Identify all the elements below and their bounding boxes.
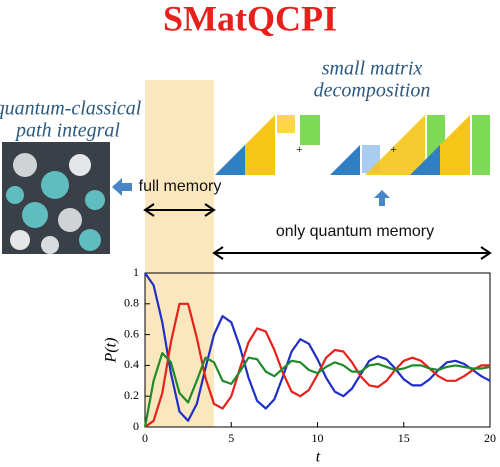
smd-label: decomposition (314, 80, 431, 102)
arrow (112, 178, 132, 196)
quantum-memory-arrow (480, 246, 492, 260)
title: SMatQCPI (163, 0, 337, 38)
x-tick-label: 10 (312, 431, 324, 445)
data-line (143, 352, 491, 428)
x-tick-label: 5 (228, 431, 234, 445)
y-axis-label: P(t) (103, 338, 120, 364)
full-memory-arrow (204, 203, 216, 217)
matrix-diagrams: + + (215, 115, 490, 175)
y-tick-label: 0.2 (124, 388, 139, 402)
y-tick-label: 0.4 (124, 357, 139, 371)
smd-label: small matrix (322, 58, 423, 80)
qcpi-label: path integral (14, 120, 120, 142)
qcpi-label: quantum-classical (0, 98, 142, 120)
svg-text:+: + (390, 142, 397, 156)
x-tick-label: 20 (484, 431, 496, 445)
arrow (374, 190, 390, 206)
y-tick-label: 0.6 (124, 326, 139, 340)
quantum-memory-arrow (212, 246, 224, 260)
full-memory-arrow (143, 203, 155, 217)
x-tick-label: 0 (142, 431, 148, 445)
data-line (144, 272, 491, 422)
x-axis-label: t (316, 449, 321, 466)
molecule-image (2, 142, 110, 254)
svg-text:+: + (296, 142, 303, 156)
quantum-memory-label: only quantum memory (276, 223, 434, 240)
y-tick-label: 1 (133, 265, 139, 279)
x-tick-label: 15 (398, 431, 410, 445)
full-memory-label: full memory (139, 178, 222, 195)
y-tick-label: 0.8 (124, 296, 139, 310)
y-tick-label: 0 (133, 419, 139, 433)
